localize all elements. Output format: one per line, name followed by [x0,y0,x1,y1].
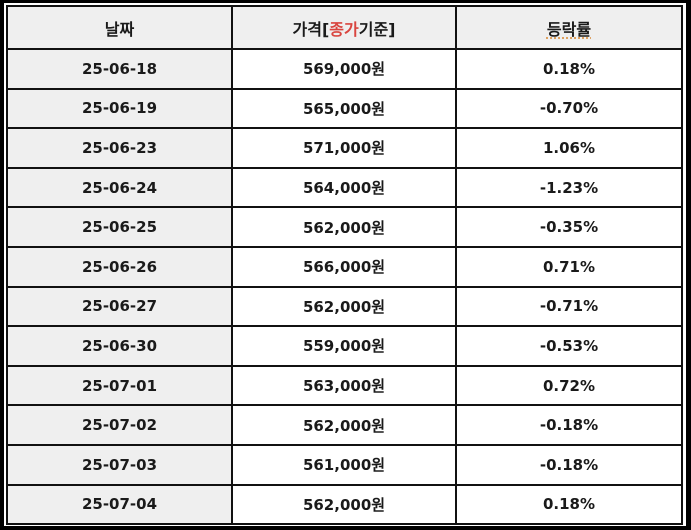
rate-cell: 0.18% [455,483,683,526]
header-price-prefix: 가격[ [292,19,330,39]
header-price-accent: 종가 [329,19,359,39]
table-row: 25-06-23 571,000원 1.06% [6,127,683,169]
price-cell: 559,000원 [231,325,457,367]
table-row: 25-07-03 561,000원 -0.18% [6,443,683,486]
date-cell: 25-06-27 [6,285,233,328]
date-cell: 25-07-02 [6,404,233,446]
date-cell: 25-06-23 [6,127,233,169]
table-row: 25-06-25 562,000원 -0.35% [6,206,683,248]
rate-cell: 0.71% [455,245,683,288]
rate-cell: -0.35% [455,206,683,248]
header-date: 날짜 [6,5,233,50]
table-row: 25-06-30 559,000원 -0.53% [6,325,683,367]
table-row: 25-07-02 562,000원 -0.18% [6,404,683,446]
date-cell: 25-07-01 [6,364,233,407]
rate-cell: -0.18% [455,404,683,446]
stock-price-table: 날짜 가격[종가기준] 등락률 25-06-18 569,000원 0.18% … [6,5,683,526]
rate-cell: 0.72% [455,364,683,407]
date-cell: 25-07-04 [6,483,233,526]
table-row: 25-06-18 569,000원 0.18% [6,48,683,90]
header-price: 가격[종가기준] [231,5,457,50]
table-frame: 날짜 가격[종가기준] 등락률 25-06-18 569,000원 0.18% … [4,3,686,526]
price-cell: 566,000원 [231,245,457,288]
price-cell: 569,000원 [231,48,457,90]
date-cell: 25-06-18 [6,48,233,90]
table-row: 25-07-04 562,000원 0.18% [6,483,683,526]
price-cell: 571,000원 [231,127,457,169]
rate-cell: -0.53% [455,325,683,367]
table-row: 25-06-26 566,000원 0.71% [6,245,683,288]
header-rate-label: 등락률 [546,19,592,39]
date-cell: 25-06-30 [6,325,233,367]
date-cell: 25-06-19 [6,87,233,130]
date-cell: 25-06-26 [6,245,233,288]
table-row: 25-07-01 563,000원 0.72% [6,364,683,407]
date-cell: 25-06-24 [6,166,233,209]
header-row: 날짜 가격[종가기준] 등락률 [6,5,683,50]
price-cell: 562,000원 [231,206,457,248]
price-cell: 563,000원 [231,364,457,407]
rate-cell: -0.70% [455,87,683,130]
rate-cell: -0.18% [455,443,683,486]
rate-cell: -0.71% [455,285,683,328]
price-cell: 562,000원 [231,483,457,526]
rate-cell: 0.18% [455,48,683,90]
table-row: 25-06-27 562,000원 -0.71% [6,285,683,328]
table-row: 25-06-19 565,000원 -0.70% [6,87,683,130]
price-cell: 562,000원 [231,285,457,328]
rate-cell: -1.23% [455,166,683,209]
price-cell: 565,000원 [231,87,457,130]
header-rate: 등락률 [455,5,683,50]
date-cell: 25-07-03 [6,443,233,486]
price-cell: 562,000원 [231,404,457,446]
rate-cell: 1.06% [455,127,683,169]
date-cell: 25-06-25 [6,206,233,248]
header-price-suffix: 기준] [358,19,396,39]
table-row: 25-06-24 564,000원 -1.23% [6,166,683,209]
price-cell: 564,000원 [231,166,457,209]
price-cell: 561,000원 [231,443,457,486]
